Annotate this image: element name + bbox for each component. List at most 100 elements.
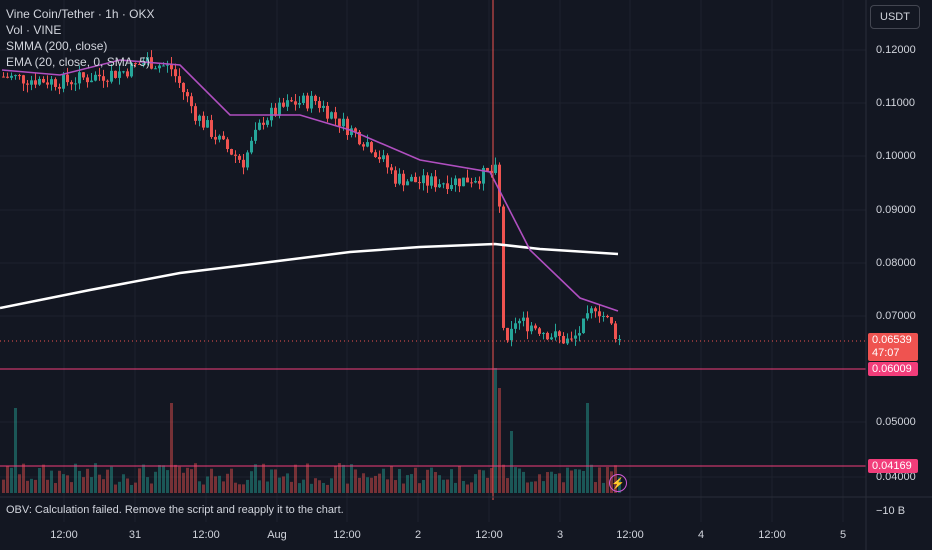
candle-body [34, 80, 37, 85]
candle-body [538, 328, 541, 334]
price-tick: 0.04000 [876, 471, 916, 483]
candle-body [138, 63, 141, 65]
volume-bar [482, 470, 485, 493]
volume-bar [574, 469, 577, 493]
candle-body [230, 149, 233, 155]
candle-body [30, 80, 33, 85]
volume-bar [350, 464, 353, 493]
volume-bar [386, 479, 389, 493]
time-label: 5 [839, 529, 847, 541]
volume-bar [586, 403, 589, 493]
volume-bar [150, 483, 153, 493]
candle-body [554, 331, 557, 338]
legend-volume[interactable]: Vol · VINE [6, 23, 62, 37]
candle-body [474, 181, 477, 183]
volume-bar [470, 482, 473, 493]
price-tick: 0.11000 [876, 97, 915, 109]
candle-body [54, 79, 57, 87]
candle-body [338, 118, 341, 127]
volume-bar [366, 477, 369, 493]
price-tick: 0.08000 [876, 257, 916, 269]
volume-bar [274, 469, 277, 493]
volume-bar [434, 472, 437, 493]
price-tick: 0.05000 [876, 416, 916, 428]
candle-body [82, 72, 85, 78]
candle-body [222, 135, 225, 140]
candle-body [378, 157, 381, 160]
legend-symbol[interactable]: Vine Coin/Tether · 1h · OKX [6, 7, 155, 21]
volume-bar [142, 464, 145, 493]
volume-bar [478, 469, 481, 493]
volume-bar [414, 467, 417, 493]
candle-body [574, 335, 577, 339]
candle-body [130, 63, 133, 77]
lightning-icon[interactable]: ⚡ [609, 474, 627, 492]
candle-body [422, 175, 425, 184]
volume-bar [146, 477, 149, 493]
volume-bar [526, 482, 529, 493]
candle-body [66, 74, 69, 83]
candle-body [342, 118, 345, 127]
candle-body [46, 82, 49, 85]
candle-body [510, 328, 513, 341]
candle-body [438, 184, 441, 188]
time-axis[interactable]: 12:00 31 12:00 Aug 12:00 2 12:00 3 12:00… [0, 522, 866, 550]
volume-bar [98, 474, 101, 493]
volume-bar [354, 469, 357, 493]
volume-bar [26, 480, 29, 493]
volume-bar [122, 474, 125, 493]
candle-body [78, 72, 81, 84]
volume-bar [294, 464, 297, 493]
candle-body [326, 105, 329, 119]
candle-body [226, 139, 229, 150]
volume-bar [282, 476, 285, 493]
volume-bar [346, 483, 349, 493]
candle-body [158, 65, 161, 69]
volume-bar [6, 465, 9, 493]
candle-body [294, 101, 297, 105]
currency-button[interactable]: USDT [870, 5, 920, 29]
candle-body [254, 129, 257, 141]
volume-bar [314, 478, 317, 493]
volume-bar [290, 481, 293, 493]
volume-bar [270, 469, 273, 493]
time-label: 12:00 [192, 529, 220, 541]
chart-legend: Vine Coin/Tether · 1h · OKX Vol · VINE S… [6, 6, 155, 70]
line-price-label-2: 0.04169 [868, 459, 918, 473]
volume-bar [570, 470, 573, 493]
candle-body [126, 71, 129, 77]
candle-body [118, 71, 121, 78]
candle-body [450, 185, 453, 190]
candle-body [174, 69, 177, 77]
volume-bar [598, 467, 601, 493]
volume-bar [578, 469, 581, 493]
legend-smma[interactable]: SMMA (200, close) [6, 39, 108, 53]
candle-body [306, 95, 309, 109]
candle-body [110, 70, 113, 82]
volume-bar [58, 470, 61, 493]
volume-bar [174, 464, 177, 493]
legend-ema[interactable]: EMA (20, close, 0, SMA, 5) [6, 55, 151, 69]
candle-body [610, 317, 613, 324]
candle-body [38, 78, 41, 85]
volume-bar [214, 476, 217, 493]
volume-bar [422, 479, 425, 493]
candle-body [178, 76, 181, 83]
price-scale[interactable]: 0.12000 0.11000 0.10000 0.09000 0.08000 … [866, 0, 932, 550]
volume-bar [486, 477, 489, 493]
time-label: 12:00 [758, 529, 786, 541]
candle-body [270, 107, 273, 121]
candle-body [578, 333, 581, 336]
volume-bar [130, 484, 133, 493]
volume-bar [518, 468, 521, 493]
volume-bar [330, 478, 333, 493]
candle-body [14, 75, 17, 77]
candle-body [542, 332, 545, 334]
volume-bar [514, 467, 517, 493]
candle-body [486, 167, 489, 171]
volume-bar [66, 475, 69, 493]
candle-body [290, 100, 293, 102]
volume-bar [246, 479, 249, 493]
candle-body [218, 135, 221, 140]
